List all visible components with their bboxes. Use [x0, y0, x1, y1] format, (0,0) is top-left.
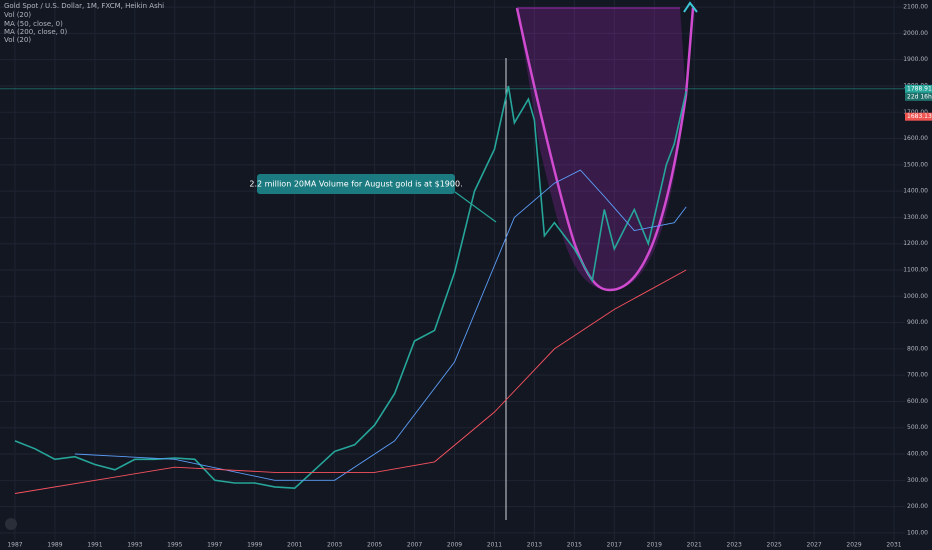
y-tick-label: 500.00 [907, 424, 928, 431]
x-tick-label: 1993 [127, 542, 142, 549]
ma-line [74, 169, 687, 481]
x-tick-label: 2025 [767, 542, 782, 549]
last-price-tag [905, 84, 932, 93]
x-tick-label: 2013 [527, 542, 542, 549]
indicator: Vol (20) [4, 36, 31, 44]
x-tick-label: 2017 [607, 542, 622, 549]
y-tick-label: 300.00 [907, 477, 928, 484]
price-line [14, 85, 687, 490]
x-tick-label: 2031 [886, 542, 901, 549]
time-axis [0, 540, 932, 550]
x-tick-label: 2023 [727, 542, 742, 549]
y-tick-label: 1700.00 [903, 109, 928, 116]
callout-pointer [454, 191, 497, 223]
y-tick-label: 200.00 [907, 503, 928, 510]
countdown-tag [905, 92, 932, 101]
x-tick-label: 1999 [247, 542, 262, 549]
x-tick-label: 2015 [567, 542, 582, 549]
y-tick-label: 2100.00 [903, 4, 928, 11]
x-tick-label: 2027 [806, 542, 821, 549]
indicator: Vol (20) [4, 11, 31, 19]
logo [5, 518, 17, 530]
y-tick-label: 1000.00 [903, 293, 928, 300]
y-tick-label: 100.00 [907, 529, 928, 536]
cup-shape [517, 8, 686, 290]
cup-outline [515, 7, 695, 292]
x-tick-label: 2019 [647, 542, 662, 549]
x-tick-label: 2007 [407, 542, 422, 549]
x-tick-label: 2011 [487, 542, 502, 549]
x-tick-label: 1997 [207, 542, 222, 549]
callout-text: 2.2 million 20MA Volume for August gold … [249, 180, 462, 189]
y-tick-label: 700.00 [907, 372, 928, 379]
y-tick-label: 2000.00 [903, 30, 928, 37]
indicator: MA (50, close, 0) [4, 20, 63, 28]
indicator: MA (200, close, 0) [4, 28, 68, 36]
y-tick-label: 1300.00 [903, 214, 928, 221]
callout-box [257, 174, 455, 194]
ma-line [14, 269, 687, 494]
y-tick-label: 1900.00 [903, 56, 928, 63]
x-tick-label: 2009 [447, 542, 462, 549]
y-tick-label: 900.00 [907, 319, 928, 326]
x-tick-label: 1987 [7, 542, 22, 549]
y-tick-label: 1600.00 [903, 135, 928, 142]
y-tick-label: 800.00 [907, 345, 928, 352]
axes: 100.00 200.00 300.00 400.00 500.00 600.00 700.… [7, 4, 932, 549]
plot [0, 85, 905, 494]
y-tick-label: 400.00 [907, 451, 928, 458]
x-tick-label: 1991 [87, 542, 102, 549]
x-tick-label: 2021 [687, 542, 702, 549]
x-tick-label: 1995 [167, 542, 182, 549]
x-tick-label: 2001 [287, 542, 302, 549]
y-tick-label: 600.00 [907, 398, 928, 405]
prev-price-tag [905, 112, 932, 121]
y-tick-label: 1400.00 [903, 188, 928, 195]
x-tick-label: 2003 [327, 542, 342, 549]
arrow-head [683, 1, 698, 13]
legend-title: Gold Spot / U.S. Dollar, 1M, FXCM, Heiki… [4, 2, 164, 10]
prev-price-label: 1683.13 [907, 113, 932, 120]
y-tick-label: 1500.00 [903, 161, 928, 168]
y-tick-label: 1100.00 [903, 267, 928, 274]
x-tick-label: 2005 [367, 542, 382, 549]
x-tick-label: 1989 [47, 542, 62, 549]
last-price-label: 1788.91 [907, 85, 932, 92]
x-tick-label: 2029 [846, 542, 861, 549]
y-tick-label: 1200.00 [903, 240, 928, 247]
countdown-label: 22d 16h [907, 93, 932, 100]
